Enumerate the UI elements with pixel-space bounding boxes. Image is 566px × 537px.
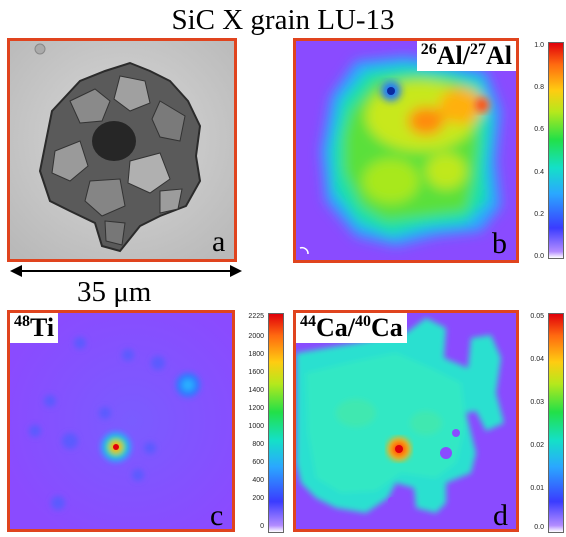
panel-b-isotope-label: 26Al/27Al <box>416 41 516 71</box>
colorbar-b-tick: 0.2 <box>534 211 544 218</box>
colorbar-d-tick: 0.01 <box>530 485 544 492</box>
colorbar-d-tick: 0.0 <box>534 524 544 531</box>
colorbar-c-tick: 1200 <box>248 405 264 412</box>
panel-b-element-1: Al/ <box>436 41 470 70</box>
colorbar-d-tick: 0.04 <box>530 356 544 363</box>
colorbar-d <box>548 313 564 533</box>
panel-c-letter: c <box>210 499 224 532</box>
colorbar-c-tick: 1800 <box>248 351 264 358</box>
colorbar-c-tick: 1000 <box>248 423 264 430</box>
colorbar-b-tick: 0.0 <box>534 253 544 260</box>
panel-d-letter: d <box>493 499 508 532</box>
panel-d-mass-1: 44 <box>300 313 316 330</box>
panel-c-isotope-label: 48Ti <box>10 313 59 343</box>
colorbar-c-tick: 1600 <box>248 369 264 376</box>
colorbar-c-tick: 1400 <box>248 387 264 394</box>
panel-a-letter: a <box>212 225 226 258</box>
panel-c-mass-1: 48 <box>14 313 30 330</box>
figure-title: SiC X grain LU-13 <box>171 4 395 36</box>
panel-b-element-2: Al <box>486 41 512 70</box>
panel-c-element-1: Ti <box>30 313 55 342</box>
al-ratio-heatmap <box>296 41 516 260</box>
colorbar-c-tick: 2225 <box>248 313 264 320</box>
panel-b-al-ratio-map: 26Al/27Al b <box>293 38 519 263</box>
panel-d-mass-2: 40 <box>355 313 371 330</box>
ca-ratio-heatmap <box>296 313 516 529</box>
scale-bar-label: 35 μm <box>77 276 152 308</box>
panel-c-ti-map: 48Ti c <box>7 310 235 532</box>
scale-bar-arrow <box>10 265 242 277</box>
colorbar-c-tick: 800 <box>252 441 264 448</box>
colorbar-d-tick: 0.05 <box>530 313 544 320</box>
colorbar-c <box>268 313 284 533</box>
panel-a-sem-image: a <box>7 38 237 262</box>
colorbar-b-tick: 0.4 <box>534 169 544 176</box>
panel-d-isotope-label: 44Ca/40Ca <box>296 313 407 343</box>
colorbar-b-tick: 0.6 <box>534 126 544 133</box>
panel-d-element-1: Ca/ <box>316 313 355 342</box>
ti-heatmap <box>10 313 232 529</box>
sem-grain-drawing <box>10 41 234 259</box>
colorbar-d-tick: 0.03 <box>530 399 544 406</box>
colorbar-d-tick: 0.02 <box>530 442 544 449</box>
colorbar-c-tick: 600 <box>252 459 264 466</box>
panel-b-letter: b <box>492 227 507 260</box>
panel-d-ca-ratio-map: 44Ca/40Ca d <box>293 310 519 532</box>
colorbar-c-tick: 0 <box>260 523 264 530</box>
panel-b-mass-2: 27 <box>470 41 486 58</box>
colorbar-b <box>548 42 564 259</box>
colorbar-c-tick: 200 <box>252 495 264 502</box>
colorbar-b-tick: 1.0 <box>534 42 544 49</box>
colorbar-c-tick: 2000 <box>248 333 264 340</box>
panel-d-element-2: Ca <box>371 313 403 342</box>
panel-b-mass-1: 26 <box>420 41 437 58</box>
colorbar-c-tick: 400 <box>252 477 264 484</box>
colorbar-b-tick: 0.8 <box>534 84 544 91</box>
